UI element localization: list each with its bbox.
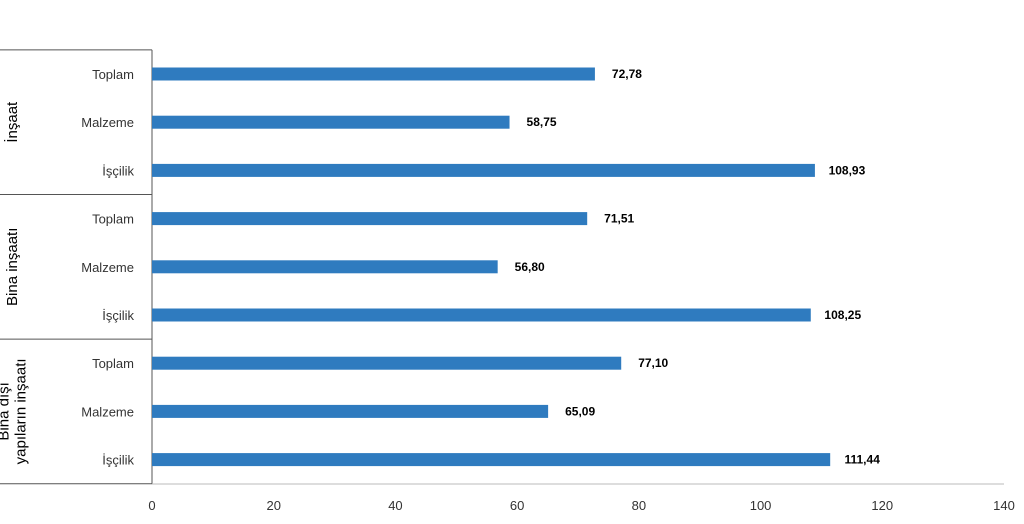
bar [152, 260, 498, 274]
x-tick-label: 60 [510, 498, 524, 513]
group-label-line: Bina dışı [0, 382, 13, 440]
x-tick-label: 100 [750, 498, 772, 513]
category-label: Malzeme [81, 404, 134, 419]
value-label: 65,09 [565, 404, 595, 418]
group-label-line: yapıların inşaatı [13, 358, 30, 464]
x-tick-label: 20 [266, 498, 280, 513]
category-label: Toplam [92, 67, 134, 82]
value-labels: 72,78 58,75 108,93 71,51 56,80 108,25 77,10 65,… [515, 67, 881, 467]
bar [152, 67, 595, 81]
group-label: Bina inşaatı [4, 228, 21, 306]
bar [152, 356, 622, 370]
group-label-line: İnşaat [3, 101, 21, 143]
x-tick-label: 140 [993, 498, 1015, 513]
x-axis: 0 20 40 60 80 100 120 140 [148, 483, 1015, 513]
value-label: 56,80 [515, 260, 545, 274]
group-labels: İnşaat Bina inşaatı Bina dışıyapıların inş… [0, 101, 30, 464]
category-label: Malzeme [81, 115, 134, 130]
group-label: İnşaat [3, 101, 21, 143]
bar [152, 308, 811, 322]
bar [152, 115, 510, 129]
x-tick-label: 40 [388, 498, 402, 513]
value-label: 71,51 [604, 212, 634, 226]
value-label: 58,75 [527, 115, 557, 129]
category-label: İşçilik [102, 163, 134, 178]
bars [152, 67, 831, 467]
value-label: 72,78 [612, 67, 642, 81]
category-label: Toplam [92, 212, 134, 227]
category-label: Malzeme [81, 260, 134, 275]
value-label: 108,25 [824, 308, 861, 322]
bar [152, 163, 815, 177]
x-tick-label: 80 [632, 498, 646, 513]
group-label: Bina dışıyapıların inşaatı [0, 358, 30, 464]
value-label: 108,93 [829, 163, 866, 177]
x-tick-label: 120 [871, 498, 893, 513]
group-label-line: Bina inşaatı [4, 228, 21, 306]
bar [152, 453, 831, 467]
x-tick-label: 0 [148, 498, 155, 513]
bar [152, 212, 588, 226]
value-label: 111,44 [844, 453, 880, 467]
bar [152, 404, 549, 418]
value-label: 77,10 [638, 356, 668, 370]
category-labels: Toplam Malzeme İşçilik Toplam Malzeme İşçilik… [81, 67, 134, 468]
category-label: İşçilik [102, 453, 134, 468]
category-label: Toplam [92, 356, 134, 371]
category-label: İşçilik [102, 308, 134, 323]
